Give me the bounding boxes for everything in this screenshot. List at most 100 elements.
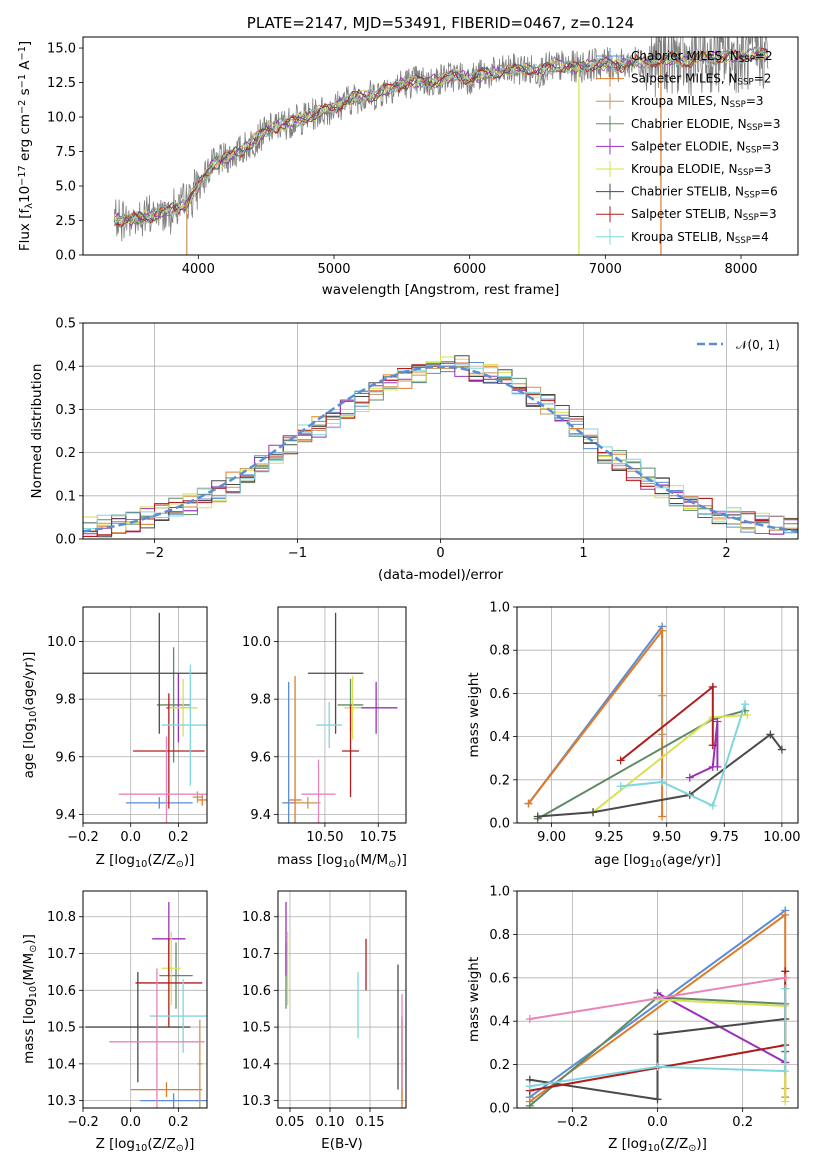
y-tick-label: 0.4	[489, 1015, 510, 1030]
plot-area	[524, 622, 786, 823]
legend-entry-part: Chabrier ELODIE, N	[631, 117, 747, 131]
data-point-marker	[713, 762, 722, 771]
data-point-marker	[781, 1067, 790, 1076]
axes-frame	[277, 606, 407, 824]
y-axis-label: age [log10(age/yr)]	[21, 652, 39, 779]
x-axis-label: (data-model)/error	[378, 567, 504, 583]
legend-entry-part: SSP	[743, 213, 759, 223]
x-tick-label: 10.50	[306, 830, 343, 845]
y-tick-label: 10.5	[242, 1021, 271, 1036]
plot-area	[525, 906, 790, 1108]
data-point-marker	[525, 1101, 534, 1108]
x-axis-label-part: (Z/Z	[147, 852, 175, 868]
axes-frame	[82, 890, 208, 1109]
data-point-marker	[658, 812, 667, 821]
y-axis-label-part: −17	[17, 165, 28, 186]
x-axis-label: wavelength [Angstrom, rest frame]	[322, 282, 560, 298]
plot-area	[83, 612, 207, 823]
y-tick-label: 10.0	[47, 111, 76, 126]
y-axis-label-part: Flux [f	[17, 208, 33, 252]
y-tick-label: 10.7	[47, 947, 76, 962]
x-tick-label: 2	[722, 546, 730, 561]
y-tick-label: 10.8	[242, 910, 271, 925]
y-axis-label: Flux [fλ10−17 erg cm−2 s−1 A−1]	[17, 41, 35, 251]
data-point-marker	[524, 799, 533, 808]
age-vs-mass-panel: 10.50 10.75 9.4 9.6 9.8 10.0 mass [log10(M/M⊙)…	[242, 606, 407, 870]
x-axis-label-part: 10	[648, 1143, 660, 1154]
data-point-marker	[708, 741, 717, 750]
x-tick-label: 5000	[317, 262, 350, 277]
x-tick-label: 9.50	[652, 830, 681, 845]
x-tick-label: 6000	[453, 262, 486, 277]
data-point-marker	[713, 717, 722, 726]
axes-frame	[277, 890, 407, 1109]
legend-entry: Salpeter MILES, NSSP=2	[631, 72, 771, 88]
legend-entry-part: =3	[762, 139, 780, 153]
y-axis-label-part: 10	[28, 711, 39, 723]
legend-entry-part: =3	[746, 94, 764, 108]
legend-entry: Kroupa ELODIE, NSSP=3	[631, 162, 771, 178]
x-axis-label-part: ⊙	[688, 1143, 696, 1154]
y-axis-label: mass weight	[466, 957, 482, 1042]
legend-entry-part: SSP	[738, 78, 754, 88]
data-point-marker	[708, 801, 717, 810]
legend-entry-part: =4	[751, 230, 769, 244]
histogram-step-line	[83, 356, 798, 534]
y-axis-label-part: −1	[17, 46, 28, 60]
plot-area	[113, 37, 769, 255]
y-tick-label: 0.1	[55, 489, 76, 504]
x-axis-label: Z [log10(Z/Z⊙)]	[96, 852, 195, 870]
y-axis-label-part: A	[17, 60, 33, 74]
legend-entry: Salpeter STELIB, NSSP=3	[631, 207, 777, 223]
mass-weight-line	[620, 703, 746, 808]
x-tick-label: 7000	[589, 262, 622, 277]
y-tick-label: 12.5	[47, 76, 76, 91]
y-axis-label: mass weight	[466, 672, 482, 757]
mass-weight-line	[529, 976, 786, 1020]
y-tick-label: 10.0	[47, 635, 76, 650]
mass-weight-line	[527, 627, 664, 817]
data-point-marker	[781, 984, 790, 993]
legend-entry-part: SSP	[745, 146, 761, 156]
y-axis-label: Normed distribution	[29, 364, 45, 499]
mass-weight-line	[689, 721, 719, 779]
histogram-step-line	[83, 355, 798, 538]
y-tick-label: 0.5	[55, 317, 76, 332]
data-point-marker	[741, 700, 750, 709]
x-tick-label: −0.2	[557, 1115, 589, 1130]
legend-entry-part: Chabrier MILES, N	[631, 49, 739, 63]
x-tick-label: 8000	[724, 262, 757, 277]
x-tick-label: 0.0	[120, 830, 141, 845]
x-tick-label: 0.0	[647, 1115, 668, 1130]
x-tick-label: 0.10	[316, 1115, 345, 1130]
x-tick-label: −1	[288, 546, 307, 561]
y-tick-label: 10.0	[242, 635, 271, 650]
y-tick-label: 10.4	[242, 1057, 271, 1072]
x-axis-label-part: ⊙	[176, 859, 184, 870]
legend-entry-part: Salpeter STELIB, N	[631, 207, 743, 221]
model-spectrum-line	[113, 45, 768, 227]
legend-entry-part: =3	[763, 117, 781, 131]
y-tick-label: 0.4	[55, 360, 76, 375]
x-axis-label: age [log10(age/yr)]	[594, 852, 721, 870]
data-point-marker	[781, 1097, 790, 1106]
y-tick-label: 0.2	[489, 773, 510, 788]
legend-entry-part: SSP	[739, 55, 755, 65]
y-axis-label-part: mass [log	[21, 998, 37, 1064]
axes-frame	[516, 890, 799, 1109]
x-tick-label: −2	[145, 546, 164, 561]
y-axis-label-part: ]	[17, 41, 33, 46]
mass-vs-extinction-panel: 0.05 0.10 0.15 10.3 10.4 10.5 10.6 10.7 10.8 E(B-…	[242, 890, 407, 1152]
legend-entry: Kroupa MILES, NSSP=3	[631, 94, 764, 110]
y-tick-label: 9.6	[250, 750, 271, 765]
y-tick-label: 0.4	[489, 730, 510, 745]
y-tick-label: 0.2	[55, 446, 76, 461]
y-tick-label: 0.0	[489, 1102, 510, 1117]
model-spectrum-line	[113, 47, 768, 228]
model-spectrum-line	[113, 49, 768, 226]
legend-entry-part: Salpeter ELODIE, N	[631, 139, 745, 153]
legend-entry-part: Chabrier STELIB, N	[631, 185, 744, 199]
x-tick-label: 9.75	[710, 830, 739, 845]
x-tick-label: 4000	[182, 262, 215, 277]
legend-entry: Chabrier MILES, NSSP=2	[631, 49, 773, 65]
